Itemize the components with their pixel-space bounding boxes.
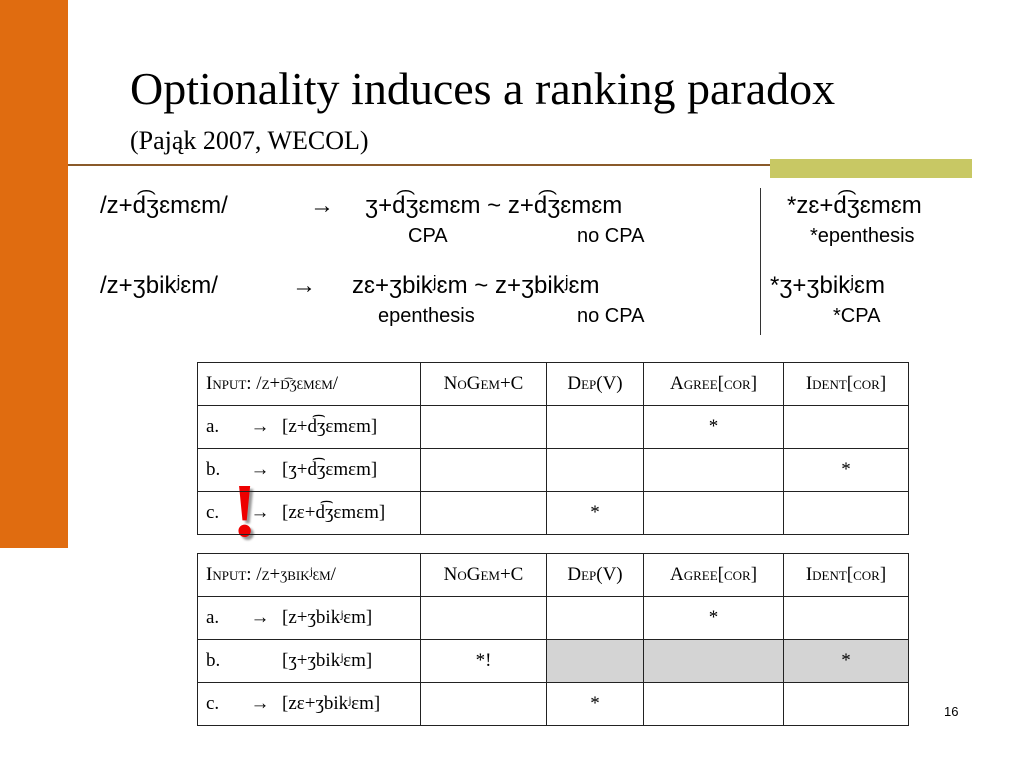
row-label: b. xyxy=(206,650,221,671)
candidate-cell: b. [ʒ+ʒbikʲɛm] xyxy=(197,639,421,683)
accent-block xyxy=(770,159,972,178)
row-label: a. xyxy=(206,416,220,437)
violation-cell xyxy=(643,682,784,726)
violation-cell xyxy=(643,491,784,535)
label: *epenthesis xyxy=(810,225,915,247)
violation-cell: * xyxy=(546,491,644,535)
candidate: [ʒ+d͡ʒɛmɛm] xyxy=(282,459,378,480)
candidate-row: c. → [zɛ+d͡ʒɛmɛm] * xyxy=(197,491,909,535)
side-bar xyxy=(0,0,68,548)
violation-cell xyxy=(420,682,547,726)
header-cell: Ident[cor] xyxy=(783,362,909,406)
row-label: c. xyxy=(206,502,220,523)
violation-cell xyxy=(420,596,547,640)
candidate-row: b. → [ʒ+d͡ʒɛmɛm] * xyxy=(197,448,909,492)
candidate: [zɛ+ʒbikʲɛm] xyxy=(282,693,381,714)
violation-cell xyxy=(783,596,909,640)
tableau: Input: /z+d͡ʒɛmɛm/NoGem+C Dep(V) Agree[cor… xyxy=(197,362,909,535)
header-row: Input: /z+ʒbikʲɛm/NoGem+C Dep(V) Agree[cor… xyxy=(197,553,909,597)
winner-arrow: → xyxy=(250,502,270,523)
candidate-cell: a. → [z+d͡ʒɛmɛm] xyxy=(197,405,421,449)
input: /z+ʒbikʲɛm/ xyxy=(100,272,218,299)
winner-arrow: → xyxy=(250,416,270,437)
label: no CPA xyxy=(577,305,645,327)
header-cell: NoGem+C xyxy=(420,553,547,597)
label: *CPA xyxy=(833,305,881,327)
violation-cell xyxy=(783,682,909,726)
excluded: *ʒ+ʒbikʲɛm xyxy=(770,272,886,299)
candidate: [ʒ+ʒbikʲɛm] xyxy=(282,650,373,671)
violation-cell: * xyxy=(783,639,909,683)
row-label: c. xyxy=(206,693,220,714)
header-cell: Agree[cor] xyxy=(643,553,784,597)
candidate-cell: c. → [zɛ+ʒbikʲɛm] xyxy=(197,682,421,726)
title: Optionality induces a ranking paradox xyxy=(130,63,836,114)
winner-arrow: → xyxy=(250,693,270,714)
arrow: → xyxy=(292,272,316,299)
violation-cell xyxy=(546,639,644,683)
header-cell: Ident[cor] xyxy=(783,553,909,597)
candidate-cell: c. → [zɛ+d͡ʒɛmɛm] xyxy=(197,491,421,535)
winner-arrow: → xyxy=(250,607,270,628)
label: CPA xyxy=(408,225,448,247)
violation-cell: * xyxy=(783,448,909,492)
title-rule xyxy=(68,164,770,166)
violation-cell xyxy=(643,448,784,492)
violation-cell xyxy=(783,491,909,535)
candidate-row: c. → [zɛ+ʒbikʲɛm] * xyxy=(197,682,909,726)
tableau: Input: /z+ʒbikʲɛm/NoGem+C Dep(V) Agree[cor… xyxy=(197,553,909,726)
header-cell: NoGem+C xyxy=(420,362,547,406)
row-label: a. xyxy=(206,607,220,628)
header-cell: Input: /z+d͡ʒɛmɛm/ xyxy=(197,362,421,406)
violation-cell xyxy=(546,448,644,492)
violation-cell xyxy=(546,405,644,449)
violation-cell xyxy=(643,639,784,683)
violation-cell: * xyxy=(546,682,644,726)
violation-cell xyxy=(546,596,644,640)
output: zɛ+ʒbikʲɛm ~ z+ʒbikʲɛm xyxy=(352,272,600,299)
candidate-cell: a. → [z+ʒbikʲɛm] xyxy=(197,596,421,640)
candidate-row: b. [ʒ+ʒbikʲɛm] *! * xyxy=(197,639,909,683)
output: ʒ+d͡ʒɛmɛm ~ z+d͡ʒɛmɛm xyxy=(365,192,623,219)
candidate: [z+d͡ʒɛmɛm] xyxy=(282,416,378,437)
header-cell: Dep(V) xyxy=(546,553,644,597)
violation-cell xyxy=(420,491,547,535)
candidate-row: a. → [z+d͡ʒɛmɛm] * xyxy=(197,405,909,449)
violation-cell xyxy=(783,405,909,449)
winner-arrow: → xyxy=(250,459,270,480)
label: epenthesis xyxy=(378,305,475,327)
violation-cell: * xyxy=(643,405,784,449)
excluded: *zɛ+d͡ʒɛmɛm xyxy=(787,192,922,219)
violation-cell xyxy=(420,405,547,449)
subtitle: (Pająk 2007, WECOL) xyxy=(130,126,369,155)
header-row: Input: /z+d͡ʒɛmɛm/NoGem+C Dep(V) Agree[cor… xyxy=(197,362,909,406)
arrow: → xyxy=(310,192,334,219)
candidate-cell: b. → [ʒ+d͡ʒɛmɛm] xyxy=(197,448,421,492)
divider xyxy=(760,188,761,335)
row-label: b. xyxy=(206,459,221,480)
candidate-row: a. → [z+ʒbikʲɛm] * xyxy=(197,596,909,640)
violation-cell xyxy=(420,448,547,492)
candidate: [zɛ+d͡ʒɛmɛm] xyxy=(282,502,386,523)
violation-cell: * xyxy=(643,596,784,640)
input: /z+d͡ʒɛmɛm/ xyxy=(100,192,228,219)
page-number: 16 xyxy=(944,704,959,719)
header-cell: Agree[cor] xyxy=(643,362,784,406)
header-cell: Input: /z+ʒbikʲɛm/ xyxy=(197,553,421,597)
violation-cell: *! xyxy=(420,639,547,683)
header-cell: Dep(V) xyxy=(546,362,644,406)
label: no CPA xyxy=(577,225,645,247)
candidate: [z+ʒbikʲɛm] xyxy=(282,607,373,628)
